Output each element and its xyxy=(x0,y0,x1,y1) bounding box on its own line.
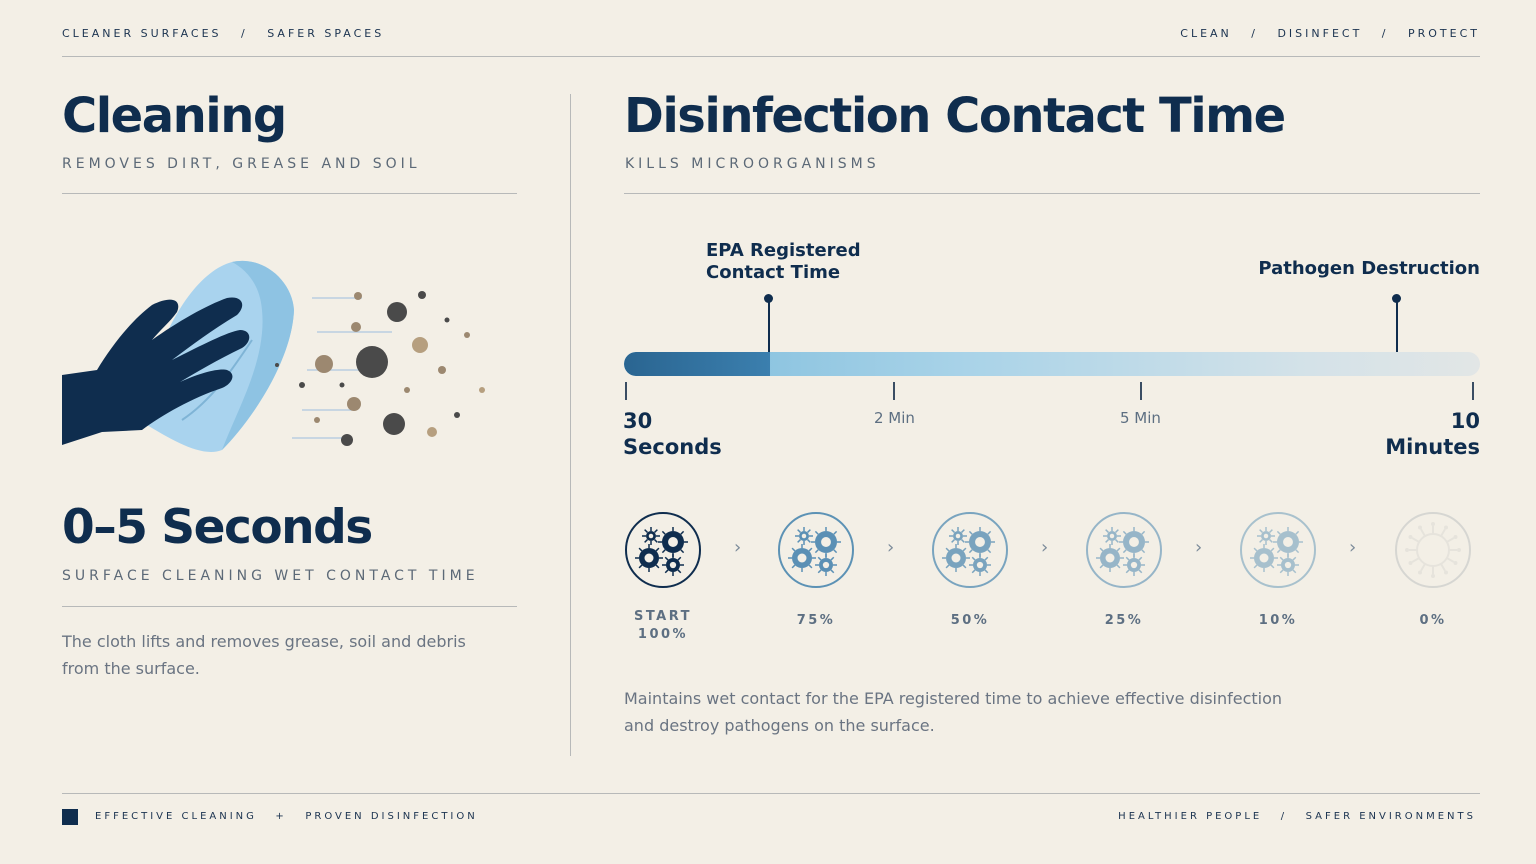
chevron-right-icon: › xyxy=(1349,537,1357,558)
pathogen-stage-icon xyxy=(776,510,856,590)
footer-left: EFFECTIVE CLEANING + PROVEN DISINFECTION xyxy=(95,811,478,822)
timeline-tick3-label: 5 Min xyxy=(1120,409,1161,427)
timeline-tick-5min xyxy=(1140,382,1142,400)
footer-right: HEALTHIER PEOPLE / SAFER ENVIRONMENTS xyxy=(1118,811,1476,822)
column-divider xyxy=(570,94,571,756)
epa-marker-stem xyxy=(768,300,770,376)
cleaning-description: The cloth lifts and removes grease, soil… xyxy=(62,628,466,682)
chevron-right-icon: › xyxy=(1041,537,1049,558)
epa-marker-label: EPA Registered Contact Time xyxy=(706,240,861,284)
timeline-end-num: 10 xyxy=(1450,409,1480,433)
header-divider xyxy=(62,56,1480,57)
timeline-tick-2min xyxy=(893,382,895,400)
footer-square-icon xyxy=(62,809,78,825)
pathogen-stage: 0% xyxy=(1378,510,1488,630)
cleaning-time-subtitle: SURFACE CLEANING WET CONTACT TIME xyxy=(62,568,479,584)
destruction-marker-stem xyxy=(1396,300,1398,376)
destruction-marker-label: Pathogen Destruction xyxy=(1258,258,1480,279)
pathogen-stage: START 100% xyxy=(608,510,718,644)
timeline-tick2-label: 2 Min xyxy=(874,409,915,427)
pathogen-icon xyxy=(1086,512,1162,588)
timeline-start-label: 30 Seconds xyxy=(623,408,722,460)
debris-icon xyxy=(275,291,485,446)
destruction-marker-pin xyxy=(1392,294,1401,303)
pathogen-stage-label: 50% xyxy=(915,612,1025,630)
pathogen-stage-label: 0% xyxy=(1378,612,1488,630)
cleaning-illustration xyxy=(62,260,485,452)
pathogen-stage-label-line1: 50% xyxy=(950,613,990,628)
timeline-tick-start xyxy=(625,382,627,400)
pathogen-icon xyxy=(1395,512,1471,588)
cleaning-subtitle: REMOVES DIRT, GREASE AND SOIL xyxy=(62,156,421,172)
pathogen-stage: 10% xyxy=(1223,510,1333,630)
timeline-start-unit: Seconds xyxy=(623,435,722,459)
cleaning-time-title: 0–5 Seconds xyxy=(62,500,373,555)
disinfection-divider xyxy=(624,193,1480,194)
cleaning-description-line1: The cloth lifts and removes grease, soil… xyxy=(62,632,466,651)
chevron-right-icon: › xyxy=(1195,537,1203,558)
epa-marker-line1: EPA Registered xyxy=(706,240,861,261)
disinfection-description-line1: Maintains wet contact for the EPA regist… xyxy=(624,689,1283,708)
pathogen-icon xyxy=(625,512,701,588)
pathogen-stage-label-line1: 25% xyxy=(1104,613,1144,628)
cleaning-time-divider xyxy=(62,606,517,607)
footer-divider xyxy=(62,793,1480,794)
pathogen-icon xyxy=(932,512,1008,588)
timeline-end-label: 10 Minutes xyxy=(1385,408,1480,460)
header-right: CLEAN / DISINFECT / PROTECT xyxy=(1180,27,1480,40)
disinfection-title: Disinfection Contact Time xyxy=(624,88,1286,144)
disinfection-description: Maintains wet contact for the EPA regist… xyxy=(624,685,1282,739)
timeline-start-num: 30 xyxy=(623,409,653,433)
pathogen-stage-icon xyxy=(1238,510,1318,590)
motion-lines-icon xyxy=(292,297,392,439)
pathogen-stage: 50% xyxy=(915,510,1025,630)
epa-marker-line2: Contact Time xyxy=(706,262,841,283)
pathogen-stage: 75% xyxy=(761,510,871,630)
pathogen-icon xyxy=(778,512,854,588)
chevron-right-icon: › xyxy=(734,537,742,558)
hand-icon xyxy=(62,297,250,445)
pathogen-stage: 25% xyxy=(1069,510,1179,630)
pathogen-stage-label: 10% xyxy=(1223,612,1333,630)
pathogen-stage-label-line1: 75% xyxy=(796,613,836,628)
pathogen-stage-icon xyxy=(1393,510,1473,590)
cleaning-title: Cleaning xyxy=(62,88,287,144)
timeline-end-unit: Minutes xyxy=(1385,435,1480,459)
epa-marker-pin xyxy=(764,294,773,303)
pathogen-stage-label-line1: 10% xyxy=(1258,613,1298,628)
timeline-bar xyxy=(624,352,1480,376)
cleaning-description-line2: from the surface. xyxy=(62,659,200,678)
disinfection-subtitle: KILLS MICROORGANISMS xyxy=(625,156,880,172)
disinfection-description-line2: and destroy pathogens on the surface. xyxy=(624,716,935,735)
header-left: CLEANER SURFACES / SAFER SPACES xyxy=(62,27,385,40)
pathogen-stage-label-line1: 0% xyxy=(1419,613,1447,628)
pathogen-stage-icon xyxy=(623,510,703,590)
cleaning-divider xyxy=(62,193,517,194)
pathogen-stage-icon xyxy=(930,510,1010,590)
chevron-right-icon: › xyxy=(887,537,895,558)
pathogen-icon xyxy=(1240,512,1316,588)
pathogen-stage-label: START 100% xyxy=(608,608,718,644)
pathogen-stage-icon xyxy=(1084,510,1164,590)
pathogen-stage-label-line2: 100% xyxy=(637,627,689,642)
pathogen-stage-label-line1: START xyxy=(633,609,693,624)
timeline-epa-fill xyxy=(624,352,770,376)
pathogen-stage-label: 75% xyxy=(761,612,871,630)
timeline-tick-end xyxy=(1472,382,1474,400)
pathogen-stage-label: 25% xyxy=(1069,612,1179,630)
